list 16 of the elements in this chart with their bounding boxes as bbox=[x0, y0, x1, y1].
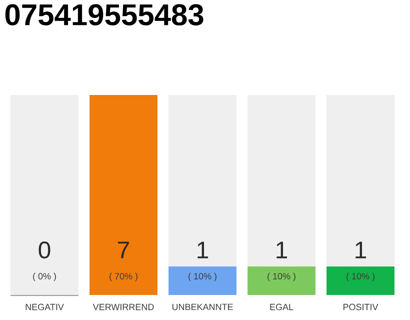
data-label: ( 70% ) bbox=[110, 272, 138, 282]
x-tick-label: VERWIRREND bbox=[92, 304, 154, 310]
x-tick-label: UNBEKANNTE bbox=[172, 304, 233, 310]
x-tick-label: EGAL bbox=[270, 304, 294, 310]
x-tick-label: NEGATIV bbox=[26, 304, 64, 310]
x-tick-label: POSITIV bbox=[343, 304, 378, 310]
data-label: ( 10% ) bbox=[268, 272, 296, 282]
chart-title: 075419555483 bbox=[5, 4, 204, 26]
data-label: ( 10% ) bbox=[188, 272, 216, 282]
data-label: ( 10% ) bbox=[346, 272, 374, 282]
annotation: 1 bbox=[356, 242, 366, 258]
annotation: 1 bbox=[276, 242, 287, 258]
annotation: 7 bbox=[118, 242, 129, 258]
annotation: 0 bbox=[38, 242, 50, 258]
annotation: 1 bbox=[198, 242, 208, 258]
data-label: ( 0% ) bbox=[33, 272, 56, 282]
